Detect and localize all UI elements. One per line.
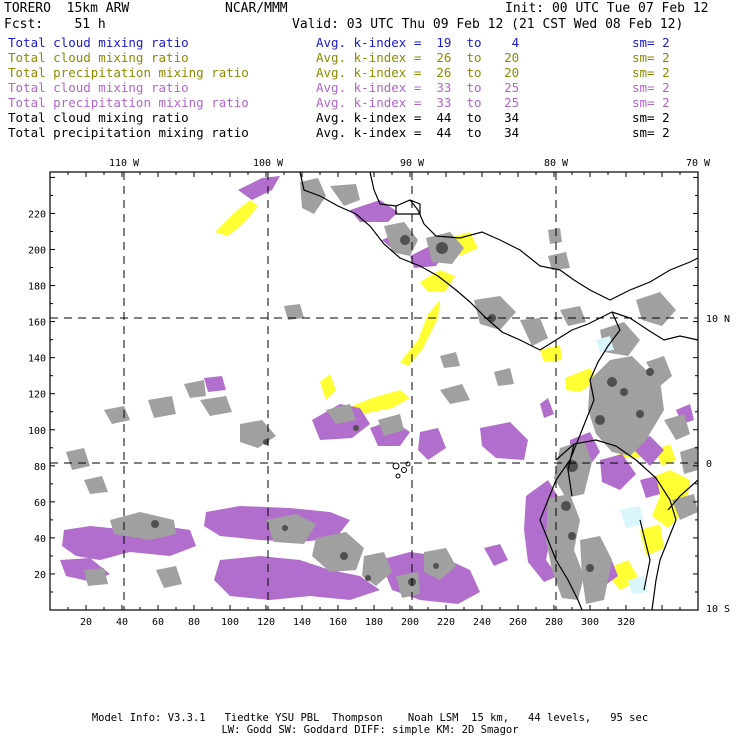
cyan-fields xyxy=(596,336,648,594)
lon-label: 70 W xyxy=(686,158,711,169)
y-tick-label: 60 xyxy=(34,498,46,509)
x-tick-label: 160 xyxy=(329,617,347,628)
lon-label: 110 W xyxy=(109,158,140,169)
x-tick-label: 260 xyxy=(509,617,527,628)
legend-sm-0: sm= 2 xyxy=(632,35,670,50)
legend-kindex-2: Avg. k-index = 26 to 20 xyxy=(316,65,520,80)
x-tick-label: 140 xyxy=(293,617,311,628)
legend-field-2: Total precipitation mixing ratio xyxy=(8,65,249,80)
y-tick-label: 160 xyxy=(28,318,46,329)
dark-cores xyxy=(151,235,654,586)
x-tick-label: 180 xyxy=(365,617,383,628)
y-tick-label: 20 xyxy=(34,570,46,581)
legend-field-5: Total cloud mixing ratio xyxy=(8,110,189,125)
init-time: Init: 00 UTC Tue 07 Feb 12 xyxy=(505,1,709,16)
legend-kindex-4: Avg. k-index = 33 to 25 xyxy=(316,95,520,110)
legend-field-3: Total cloud mixing ratio xyxy=(8,80,189,95)
legend-field-1: Total cloud mixing ratio xyxy=(8,50,189,65)
y-tick-label: 40 xyxy=(34,534,46,545)
x-tick-label: 100 xyxy=(221,617,239,628)
forecast-hour: Fcst: 51 h xyxy=(4,17,106,32)
legend-sm-4: sm= 2 xyxy=(632,95,670,110)
axis-tick-labels: 20 40 60 80 100 120 140 160 180 200 220 240 260 280 30… xyxy=(28,158,730,628)
y-tick-label: 100 xyxy=(28,426,46,437)
legend-sm-3: sm= 2 xyxy=(632,80,670,95)
x-tick-label: 80 xyxy=(188,617,200,628)
x-tick-label: 20 xyxy=(80,617,92,628)
legend-sm-6: sm= 2 xyxy=(632,125,670,140)
lat-label: 10 N xyxy=(706,314,730,325)
axis-ticks xyxy=(50,172,698,610)
x-tick-label: 60 xyxy=(152,617,164,628)
org-label: NCAR/MMM xyxy=(225,1,288,16)
legend-kindex-0: Avg. k-index = 19 to 4 xyxy=(316,35,520,50)
lat-label: 10 S xyxy=(706,604,730,615)
legend-field-0: Total cloud mixing ratio xyxy=(8,35,189,50)
x-tick-label: 280 xyxy=(545,617,563,628)
galapagos-islands xyxy=(392,461,411,479)
x-tick-label: 220 xyxy=(437,617,455,628)
footer-line-2: LW: Godd SW: Goddard DIFF: simple KM: 2D… xyxy=(221,724,519,736)
lat-label: 0 xyxy=(706,459,712,470)
y-tick-label: 200 xyxy=(28,246,46,257)
coastlines xyxy=(299,171,699,611)
legend-sm-1: sm= 2 xyxy=(632,50,670,65)
y-tick-label: 120 xyxy=(28,390,46,401)
valid-time: Valid: 03 UTC Thu 09 Feb 12 (21 CST Wed … xyxy=(292,17,684,32)
legend-kindex-3: Avg. k-index = 33 to 25 xyxy=(316,80,520,95)
legend-field-6: Total precipitation mixing ratio xyxy=(8,125,249,140)
x-tick-label: 320 xyxy=(617,617,635,628)
model-title: TORERO 15km ARW xyxy=(4,1,130,16)
x-tick-label: 120 xyxy=(257,617,275,628)
forecast-fields xyxy=(60,176,698,604)
y-tick-label: 80 xyxy=(34,462,46,473)
legend-sm-2: sm= 2 xyxy=(632,65,670,80)
x-tick-label: 200 xyxy=(401,617,419,628)
lon-label: 80 W xyxy=(544,158,569,169)
x-tick-label: 40 xyxy=(116,617,128,628)
y-tick-label: 220 xyxy=(28,209,46,220)
legend-kindex-5: Avg. k-index = 44 to 34 xyxy=(316,110,520,125)
legend-kindex-1: Avg. k-index = 26 to 20 xyxy=(316,50,520,65)
legend-field-4: Total precipitation mixing ratio xyxy=(8,95,249,110)
y-tick-label: 180 xyxy=(28,282,46,293)
x-tick-label: 240 xyxy=(473,617,491,628)
lon-label: 90 W xyxy=(400,158,425,169)
x-tick-label: 300 xyxy=(581,617,599,628)
legend-kindex-6: Avg. k-index = 44 to 34 xyxy=(316,125,520,140)
legend-sm-5: sm= 2 xyxy=(632,110,670,125)
lon-label: 100 W xyxy=(253,158,284,169)
y-tick-label: 140 xyxy=(28,354,46,365)
footer-line-1: Model Info: V3.3.1 Tiedtke YSU PBL Thomp… xyxy=(91,712,649,724)
lat-lon-grid xyxy=(50,172,698,610)
